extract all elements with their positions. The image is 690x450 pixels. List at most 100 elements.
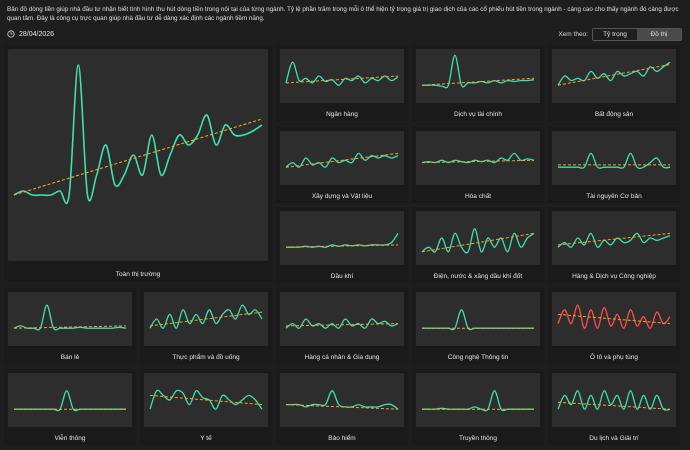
sparkline-svg	[285, 390, 399, 410]
sector-label: Công nghệ Thông tin	[447, 354, 509, 361]
sector-tile-hoa-chat[interactable]: Hóa chất	[412, 127, 544, 203]
sector-label: Ô tô và phụ tùng	[589, 354, 639, 361]
flow-line	[14, 390, 126, 412]
trend-line	[285, 323, 399, 327]
sparkline-svg	[557, 390, 671, 411]
sector-sparkline	[552, 292, 676, 346]
flow-line	[557, 232, 671, 248]
sparkline-svg	[422, 390, 534, 412]
sparkline-svg	[421, 54, 535, 89]
sparkline-svg	[13, 64, 263, 205]
sector-sparkline	[280, 373, 404, 427]
sector-label: Hàng cá nhân & Gia dụng	[304, 354, 380, 361]
sparkline-svg	[557, 304, 671, 329]
sector-sparkline	[552, 211, 676, 265]
view-by-label: Xem theo:	[558, 31, 588, 38]
sparkline-svg	[421, 228, 535, 254]
trend-line	[13, 325, 127, 329]
sector-sparkline	[280, 211, 404, 265]
sector-tile-ngan-hang[interactable]: Ngân hàng	[276, 45, 408, 121]
sector-tile-xay-dung-va-vat-lieu[interactable]: Xây dựng và Vật liệu	[276, 127, 408, 203]
sector-label: Thực phẩm và đồ uống	[172, 354, 240, 361]
sector-tile-tai-nguyen-co-ban[interactable]: Tài nguyên Cơ bản	[548, 127, 680, 203]
view-option-chart[interactable]: Đồ thị	[637, 29, 681, 40]
sector-sparkline	[144, 292, 268, 346]
trend-line	[285, 244, 399, 248]
sector-label: Bảo hiểm	[328, 435, 356, 442]
sparkline-svg	[285, 233, 399, 248]
sector-sparkline	[552, 131, 676, 185]
flow-line	[285, 152, 399, 168]
flow-line	[421, 228, 535, 254]
flow-line	[422, 54, 535, 89]
sector-sparkline	[8, 292, 132, 346]
sector-sparkline	[416, 292, 540, 346]
flow-line	[421, 152, 535, 164]
sector-tile-dau-khi[interactable]: Dầu khí	[276, 207, 408, 283]
sector-tile-cong-nghe-thong-tin[interactable]: Công nghệ Thông tin	[412, 288, 544, 364]
sector-tile-bao-hiem[interactable]: Bảo hiểm	[276, 369, 408, 445]
sector-sparkline	[416, 211, 540, 265]
sparkline-svg	[285, 318, 399, 329]
sector-sparkline	[280, 49, 404, 103]
trend-line	[149, 394, 263, 406]
trend-line	[557, 232, 671, 246]
sector-tile-bat-dong-san[interactable]: Bất động sản	[548, 45, 680, 121]
trend-line	[421, 77, 535, 86]
sector-tile-toan-thi-truong[interactable]: Toàn thị trường	[4, 45, 272, 281]
sector-label: Ngân hàng	[326, 111, 358, 118]
flow-line	[557, 61, 671, 86]
flow-line	[558, 152, 671, 170]
trend-line	[285, 75, 399, 84]
sector-tile-hang-dich-vu-cong-nghiep[interactable]: Hàng & Dịch vụ Công nghiệp	[548, 207, 680, 283]
sector-tile-dich-vu-tai-chinh[interactable]: Dịch vụ tài chính	[412, 45, 544, 121]
sector-sparkline	[552, 49, 676, 103]
sector-tile-hang-ca-nhan-gia-dung[interactable]: Hàng cá nhân & Gia dụng	[276, 288, 408, 364]
sector-tile-y-te[interactable]: Y tế	[140, 369, 272, 445]
sector-sparkline	[280, 131, 404, 185]
sector-label: Xây dựng và Vật liệu	[311, 193, 373, 200]
sector-tile-thuc-pham-va-do-uong[interactable]: Thực phẩm và đồ uống	[140, 288, 272, 364]
sector-label: Bán lẻ	[60, 354, 80, 361]
sparkline-svg	[557, 61, 671, 86]
sparkline-svg	[285, 61, 399, 86]
sector-sparkline	[8, 373, 132, 427]
trend-line	[13, 118, 263, 196]
sector-tile-truyen-thong[interactable]: Truyền thông	[412, 369, 544, 445]
sector-tile-ban-le[interactable]: Bán lẻ	[4, 288, 136, 364]
sector-tile-du-lich-va-giai-tri[interactable]: Du lịch và Giải trí	[548, 369, 680, 445]
sector-label: Dịch vụ tài chính	[453, 111, 503, 118]
trend-line	[149, 311, 263, 327]
view-option-weight[interactable]: Tỷ trọng	[603, 31, 627, 38]
flow-line	[149, 389, 263, 410]
sector-sparkline	[8, 49, 268, 261]
sector-sparkline	[416, 373, 540, 427]
sector-label: Y tế	[200, 435, 212, 442]
description-text: Bản đồ dòng tiền giúp nhà đầu tư nhận bi…	[7, 6, 679, 22]
sector-tile-vien-thong[interactable]: Viễn thông	[4, 369, 136, 445]
flow-line	[557, 304, 671, 329]
sector-sparkline	[416, 131, 540, 185]
sector-label: Hàng & Dịch vụ Công nghiệp	[572, 273, 656, 280]
sector-tile-o-to-va-phu-tung[interactable]: Ô tô và phụ tùng	[548, 288, 680, 364]
flow-line	[422, 309, 534, 331]
trend-line	[557, 64, 671, 86]
trend-line	[285, 152, 399, 168]
sector-label: Du lịch và Giải trí	[589, 435, 639, 442]
flow-line	[149, 304, 263, 329]
trend-line	[421, 232, 535, 253]
sector-label: Tài nguyên Cơ bản	[586, 193, 642, 200]
sparkline-svg	[149, 389, 263, 410]
view-toggle: Tỷ trọng Đồ thị	[592, 28, 682, 41]
trend-line	[557, 401, 671, 410]
sector-tile-dien-nuoc-xang-dau-khi-dot[interactable]: Điện, nước & xăng dầu khí đốt	[412, 207, 544, 283]
sparkline-svg	[285, 152, 399, 168]
flow-line	[13, 304, 127, 331]
view-switcher: Xem theo: Tỷ trọng Đồ thị	[558, 28, 682, 41]
sparkline-svg	[421, 152, 535, 164]
sector-label: Bất động sản	[594, 111, 634, 118]
date-row: 28/04/2026	[7, 29, 54, 39]
flow-line	[422, 390, 534, 412]
sector-label: Điện, nước & xăng dầu khí đốt	[433, 273, 523, 280]
flow-line	[285, 61, 399, 86]
